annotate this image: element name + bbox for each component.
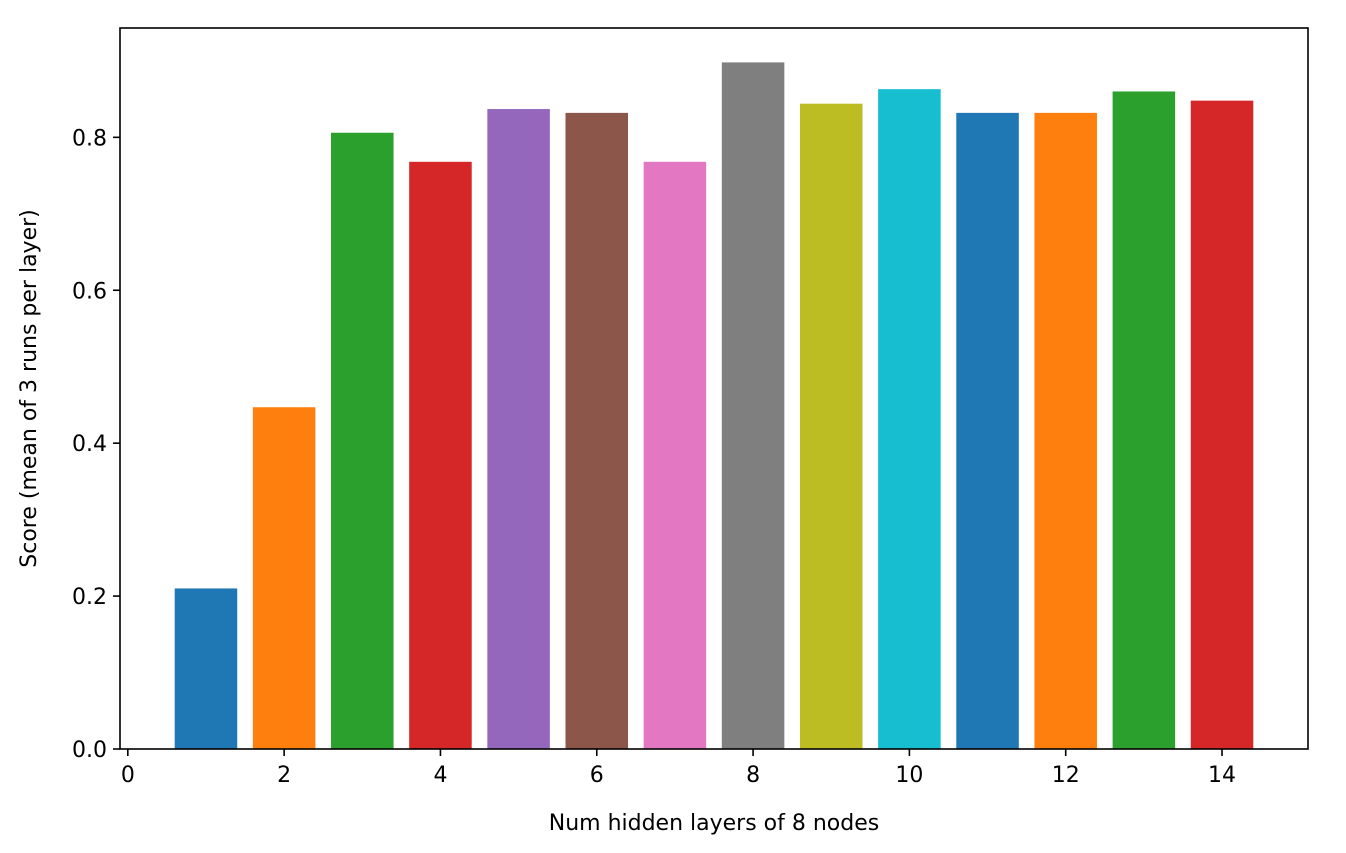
x-axis-label: Num hidden layers of 8 nodes [549,811,879,836]
bar-11 [956,112,1019,749]
bars-group [174,62,1254,750]
y-tick-label: 0.8 [72,126,107,151]
y-tick-label: 0.4 [72,432,107,457]
x-tick-label: 14 [1208,763,1236,788]
x-tick-label: 2 [277,763,291,788]
bar-13 [1112,91,1176,750]
bar-9 [799,103,863,749]
x-tick-label: 0 [121,763,135,788]
bar-6 [565,112,629,749]
x-tick-label: 12 [1052,763,1080,788]
bar-3 [331,132,394,749]
bar-2 [252,407,316,749]
x-axis-ticks: 0 2 4 6 8 10 12 14 [121,749,1236,788]
y-axis-label: Score (mean of 3 runs per layer) [17,209,42,567]
bar-14 [1190,100,1254,750]
bar-7 [643,161,707,749]
bar-12 [1034,112,1097,749]
y-tick-label: 0.0 [72,738,107,763]
plot-frame [119,27,1309,750]
bar-5 [487,109,550,750]
x-tick-label: 4 [433,763,447,788]
x-tick-label: 8 [746,763,760,788]
bar-10 [878,89,941,749]
y-axis-ticks: 0.0 0.2 0.4 0.6 0.8 [72,126,120,763]
bar-1 [174,588,238,749]
x-tick-label: 10 [895,763,923,788]
y-tick-label: 0.2 [72,585,107,610]
bar-4 [409,161,472,749]
y-tick-label: 0.6 [72,279,107,304]
bar-8 [721,62,785,750]
x-tick-label: 6 [590,763,604,788]
